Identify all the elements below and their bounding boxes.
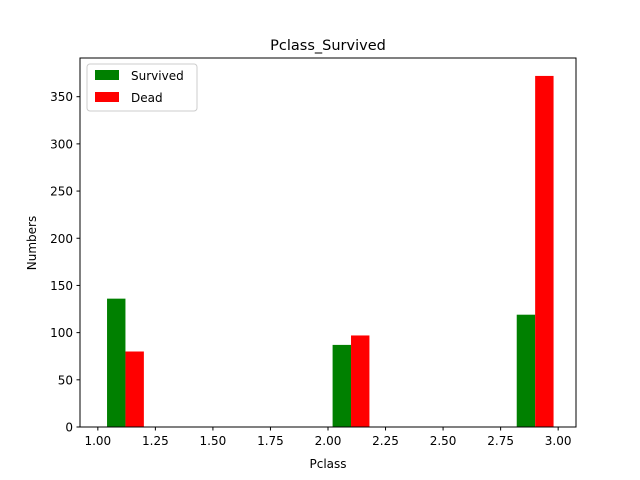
y-tick-label: 350 (50, 90, 73, 104)
y-tick-label: 0 (65, 421, 73, 435)
x-tick-label: 2.75 (487, 434, 514, 448)
y-tick-label: 250 (50, 185, 73, 199)
bar-survived-2 (516, 314, 536, 427)
x-tick-label: 2.00 (315, 434, 342, 448)
y-ticks-group: 0 50 100 150 200 250 300 350 (50, 90, 80, 435)
legend-swatch-dead (95, 92, 119, 102)
chart-title: Pclass_Survived (270, 38, 386, 54)
x-tick-label: 2.50 (430, 434, 457, 448)
x-tick-label: 1.75 (257, 434, 284, 448)
y-tick-label: 50 (58, 373, 73, 387)
x-tick-label: 1.00 (84, 434, 111, 448)
legend-label-survived: Survived (131, 69, 184, 83)
y-tick-label: 200 (50, 232, 73, 246)
x-tick-label: 3.00 (545, 434, 572, 448)
y-axis-label: Numbers (25, 216, 39, 270)
legend-label-dead: Dead (131, 91, 163, 105)
plot-frame (79, 57, 577, 428)
y-tick-label: 300 (50, 137, 73, 151)
bar-dead-2 (535, 75, 554, 428)
x-tick-label: 1.25 (142, 434, 169, 448)
x-tick-label: 2.25 (372, 434, 399, 448)
legend-swatch-survived (95, 70, 119, 80)
legend: Survived Dead (86, 63, 198, 112)
x-tick-label: 1.50 (200, 434, 227, 448)
y-tick-label: 150 (50, 279, 73, 293)
x-axis-label: Pclass (309, 457, 346, 471)
bar-survived-0 (107, 298, 126, 427)
x-ticks-group: 1.00 1.25 1.50 1.75 2.00 2.25 2.50 2.75 3.00 (84, 427, 572, 448)
bar-dead-1 (351, 335, 370, 427)
bar-dead-0 (125, 351, 144, 427)
bar-survived-1 (332, 344, 352, 427)
y-tick-label: 100 (50, 326, 73, 340)
bars-group (107, 75, 554, 428)
